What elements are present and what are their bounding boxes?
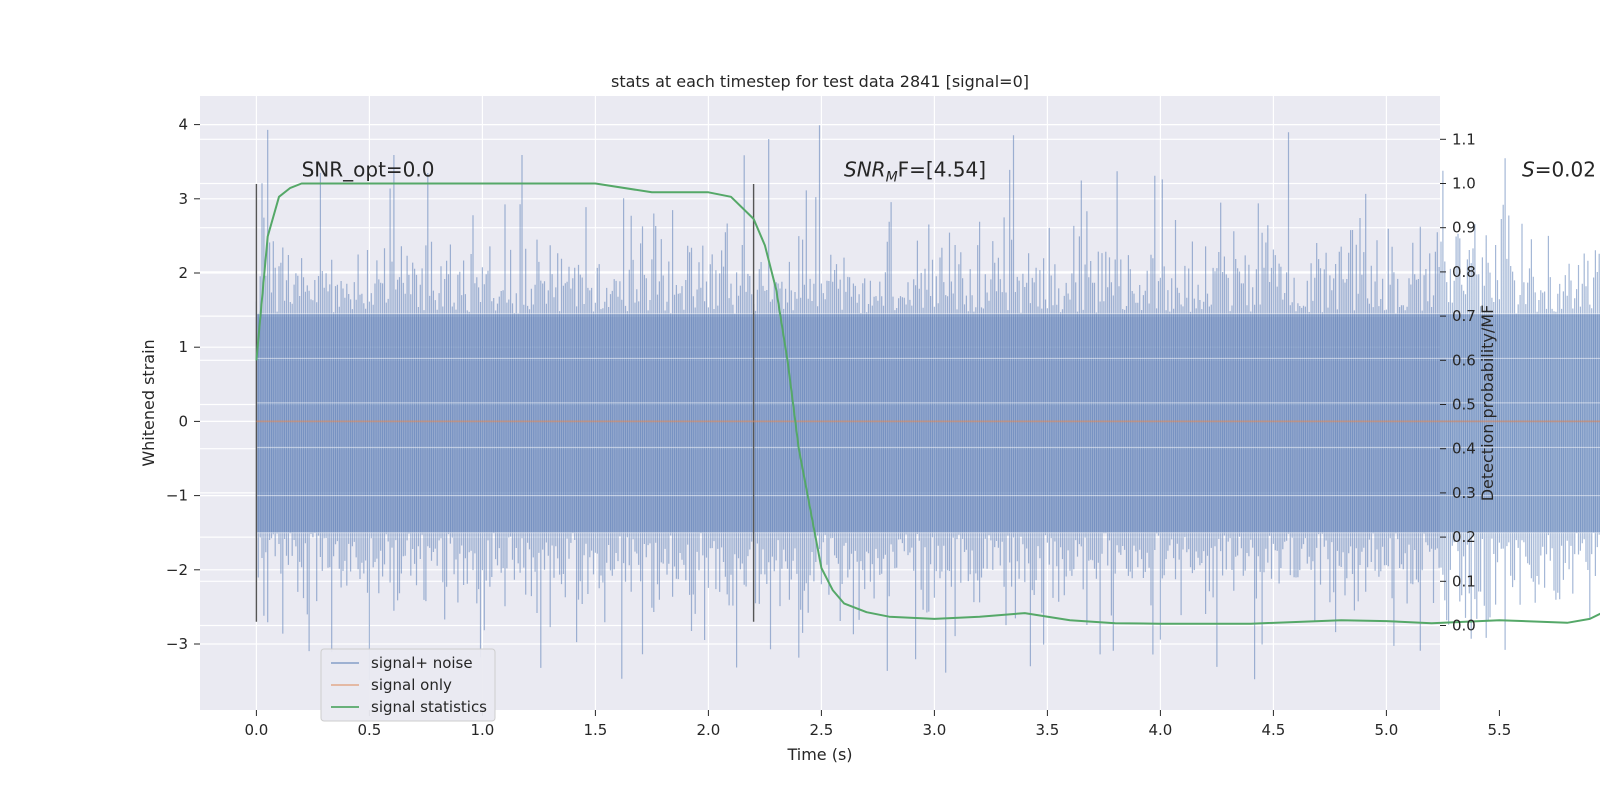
x-tick-label: 2.0 [696, 721, 720, 739]
annotation-text: SNR_opt=0.0 [302, 158, 435, 182]
x-tick-label: 5.0 [1374, 721, 1398, 739]
x-tick-label: 4.0 [1148, 721, 1172, 739]
axes: 0.00.51.01.52.02.53.03.54.04.55.05.56.06… [166, 116, 1511, 739]
y-tick-label: −3 [166, 635, 188, 653]
x-tick-label: 1.0 [470, 721, 494, 739]
chart-title: stats at each timestep for test data 284… [611, 72, 1029, 91]
y-right-tick-label: 0.8 [1452, 263, 1476, 281]
y-right-tick-label: 0.7 [1452, 307, 1476, 325]
x-tick-label: 4.5 [1261, 721, 1285, 739]
y-axis-label: Whitened strain [139, 339, 158, 466]
y-tick-label: −1 [166, 487, 188, 505]
x-tick-label: 3.5 [1035, 721, 1059, 739]
annotation-text: SNRMF=[4.54] [844, 158, 986, 186]
x-tick-label: 0.5 [357, 721, 381, 739]
y-right-tick-label: 0.2 [1452, 528, 1476, 546]
y-right-tick-label: 1.1 [1452, 130, 1476, 148]
legend: signal+ noise signal only signal statist… [320, 648, 496, 722]
legend-label-signal-noise: signal+ noise [371, 654, 473, 672]
vertical-markers [255, 183, 755, 622]
y-tick-label: 3 [178, 190, 188, 208]
y-tick-label: 2 [178, 264, 188, 282]
y-right-tick-label: 1.0 [1452, 175, 1476, 193]
x-tick-label: 3.0 [922, 721, 946, 739]
y-tick-label: −2 [166, 561, 188, 579]
legend-box [320, 648, 496, 722]
x-tick-label: 1.5 [583, 721, 607, 739]
signal-noise-series [255, 125, 1600, 681]
y-right-tick-label: 0.6 [1452, 351, 1476, 369]
y-right-tick-label: 0.0 [1452, 617, 1476, 635]
x-tick-label: 2.5 [809, 721, 833, 739]
y-right-tick-label: 0.1 [1452, 572, 1476, 590]
x-tick-label: 5.5 [1487, 721, 1511, 739]
y-right-tick-label: 0.9 [1452, 219, 1476, 237]
signal-statistics-line [255, 182, 1600, 625]
signal-statistics-series [255, 182, 1600, 625]
legend-label-signal-only: signal only [371, 676, 452, 694]
x-axis-label: Time (s) [786, 745, 852, 764]
y-axis-right-label: Detection probability/MF [1478, 305, 1497, 502]
y-right-tick-label: 0.4 [1452, 440, 1476, 458]
signal-noise-dense-band [256, 313, 1600, 533]
annotation-text: S=0.02 [1522, 158, 1596, 182]
y-tick-label: 4 [178, 116, 188, 134]
legend-label-signal-statistics: signal statistics [371, 698, 487, 716]
y-right-tick-label: 0.3 [1452, 484, 1476, 502]
y-tick-label: 1 [178, 338, 188, 356]
x-tick-label: 0.0 [244, 721, 268, 739]
y-tick-label: 0 [178, 412, 188, 430]
y-right-tick-label: 0.5 [1452, 396, 1476, 414]
